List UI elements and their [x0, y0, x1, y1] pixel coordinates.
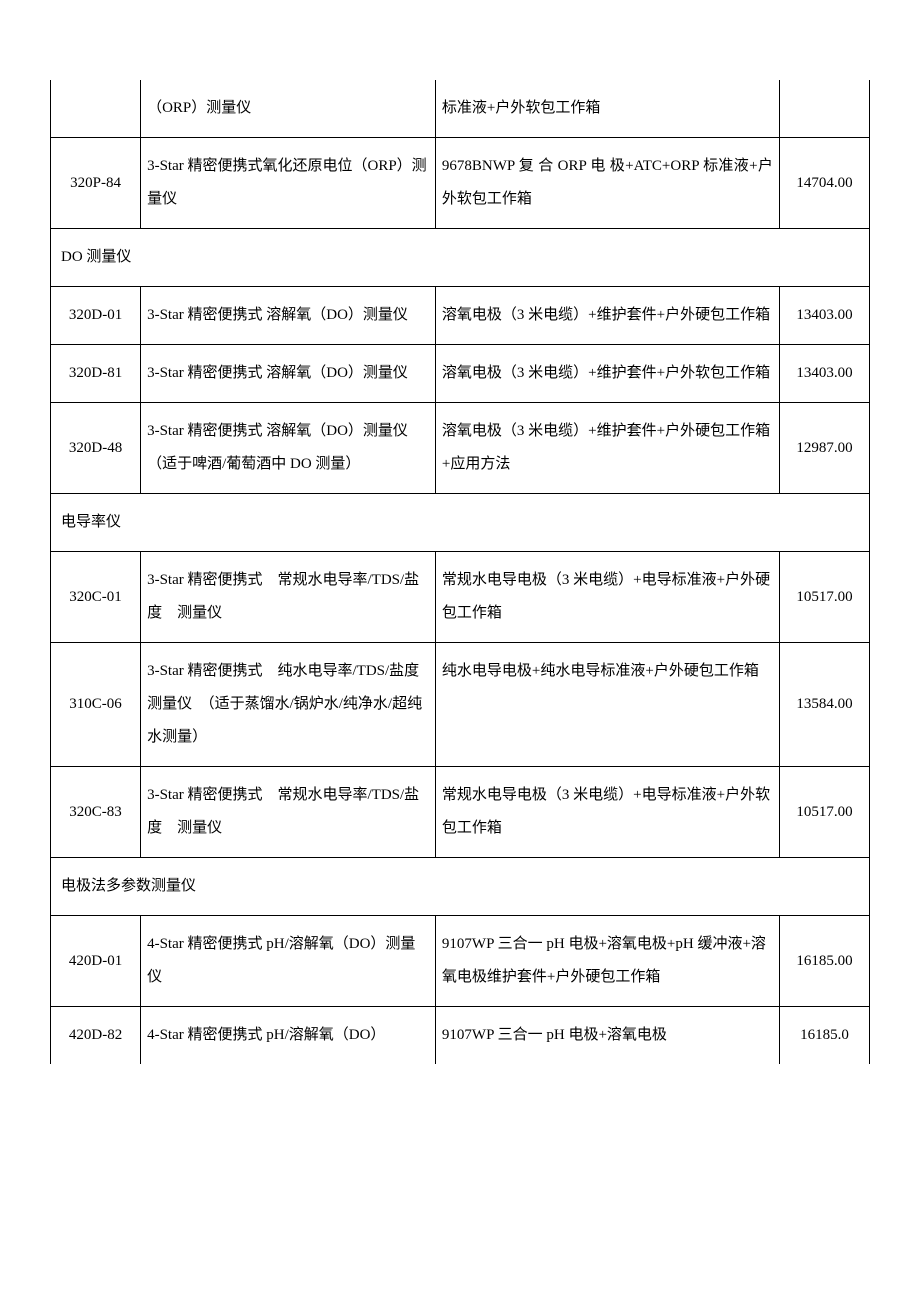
- product-price: 12987.00: [779, 403, 869, 494]
- product-price: 13403.00: [779, 345, 869, 403]
- product-name: 3-Star 精密便携式 常规水电导率/TDS/盐度 测量仪: [141, 552, 436, 643]
- product-name: 4-Star 精密便携式 pH/溶解氧（DO）测量仪: [141, 916, 436, 1007]
- product-code: 320D-01: [51, 287, 141, 345]
- table-row: 电极法多参数测量仪: [51, 858, 870, 916]
- product-description: 纯水电导电极+纯水电导标准液+户外硬包工作箱: [435, 643, 779, 767]
- product-description: 9107WP 三合一 pH 电极+溶氧电极: [435, 1007, 779, 1065]
- product-name: （ORP）测量仪: [141, 80, 436, 138]
- product-description: 溶氧电极（3 米电缆）+维护套件+户外硬包工作箱+应用方法: [435, 403, 779, 494]
- product-code: 320P-84: [51, 138, 141, 229]
- product-code: 320D-48: [51, 403, 141, 494]
- product-name: 3-Star 精密便携式 溶解氧（DO）测量仪（适于啤酒/葡萄酒中 DO 测量）: [141, 403, 436, 494]
- section-header: 电导率仪: [51, 494, 870, 552]
- product-name: 4-Star 精密便携式 pH/溶解氧（DO）: [141, 1007, 436, 1065]
- product-code: 420D-82: [51, 1007, 141, 1065]
- table-row: 420D-824-Star 精密便携式 pH/溶解氧（DO）9107WP 三合一…: [51, 1007, 870, 1065]
- table-row: 310C-063-Star 精密便携式 纯水电导率/TDS/盐度 测量仪 （适于…: [51, 643, 870, 767]
- product-description: 常规水电导电极（3 米电缆）+电导标准液+户外软包工作箱: [435, 767, 779, 858]
- section-header: DO 测量仪: [51, 229, 870, 287]
- product-name: 3-Star 精密便携式 溶解氧（DO）测量仪: [141, 287, 436, 345]
- product-price: 16185.00: [779, 916, 869, 1007]
- table-row: 320D-013-Star 精密便携式 溶解氧（DO）测量仪溶氧电极（3 米电缆…: [51, 287, 870, 345]
- section-header: 电极法多参数测量仪: [51, 858, 870, 916]
- table-row: 320D-813-Star 精密便携式 溶解氧（DO）测量仪溶氧电极（3 米电缆…: [51, 345, 870, 403]
- product-price: 13403.00: [779, 287, 869, 345]
- product-price: 10517.00: [779, 767, 869, 858]
- product-code: 320D-81: [51, 345, 141, 403]
- product-price: 10517.00: [779, 552, 869, 643]
- product-price: 14704.00: [779, 138, 869, 229]
- product-description: 溶氧电极（3 米电缆）+维护套件+户外软包工作箱: [435, 345, 779, 403]
- product-description: 9678BNWP 复 合 ORP 电 极+ATC+ORP 标准液+户外软包工作箱: [435, 138, 779, 229]
- table-row: 320C-833-Star 精密便携式 常规水电导率/TDS/盐度 测量仪常规水…: [51, 767, 870, 858]
- table-row: 320P-843-Star 精密便携式氧化还原电位（ORP）测量仪9678BNW…: [51, 138, 870, 229]
- table-row: 320C-013-Star 精密便携式 常规水电导率/TDS/盐度 测量仪常规水…: [51, 552, 870, 643]
- product-description: 常规水电导电极（3 米电缆）+电导标准液+户外硬包工作箱: [435, 552, 779, 643]
- product-code: 320C-83: [51, 767, 141, 858]
- product-description: 9107WP 三合一 pH 电极+溶氧电极+pH 缓冲液+溶氧电极维护套件+户外…: [435, 916, 779, 1007]
- product-name: 3-Star 精密便携式 常规水电导率/TDS/盐度 测量仪: [141, 767, 436, 858]
- product-description: 溶氧电极（3 米电缆）+维护套件+户外硬包工作箱: [435, 287, 779, 345]
- table-row: 420D-014-Star 精密便携式 pH/溶解氧（DO）测量仪9107WP …: [51, 916, 870, 1007]
- product-description: 标准液+户外软包工作箱: [435, 80, 779, 138]
- product-name: 3-Star 精密便携式 纯水电导率/TDS/盐度 测量仪 （适于蒸馏水/锅炉水…: [141, 643, 436, 767]
- product-table: （ORP）测量仪标准液+户外软包工作箱320P-843-Star 精密便携式氧化…: [50, 80, 870, 1064]
- product-code: 420D-01: [51, 916, 141, 1007]
- product-code: 320C-01: [51, 552, 141, 643]
- product-code: [51, 80, 141, 138]
- product-name: 3-Star 精密便携式氧化还原电位（ORP）测量仪: [141, 138, 436, 229]
- product-price: 13584.00: [779, 643, 869, 767]
- table-row: 320D-483-Star 精密便携式 溶解氧（DO）测量仪（适于啤酒/葡萄酒中…: [51, 403, 870, 494]
- product-name: 3-Star 精密便携式 溶解氧（DO）测量仪: [141, 345, 436, 403]
- table-row: （ORP）测量仪标准液+户外软包工作箱: [51, 80, 870, 138]
- product-code: 310C-06: [51, 643, 141, 767]
- product-price: 16185.0: [779, 1007, 869, 1065]
- table-row: 电导率仪: [51, 494, 870, 552]
- table-row: DO 测量仪: [51, 229, 870, 287]
- product-price: [779, 80, 869, 138]
